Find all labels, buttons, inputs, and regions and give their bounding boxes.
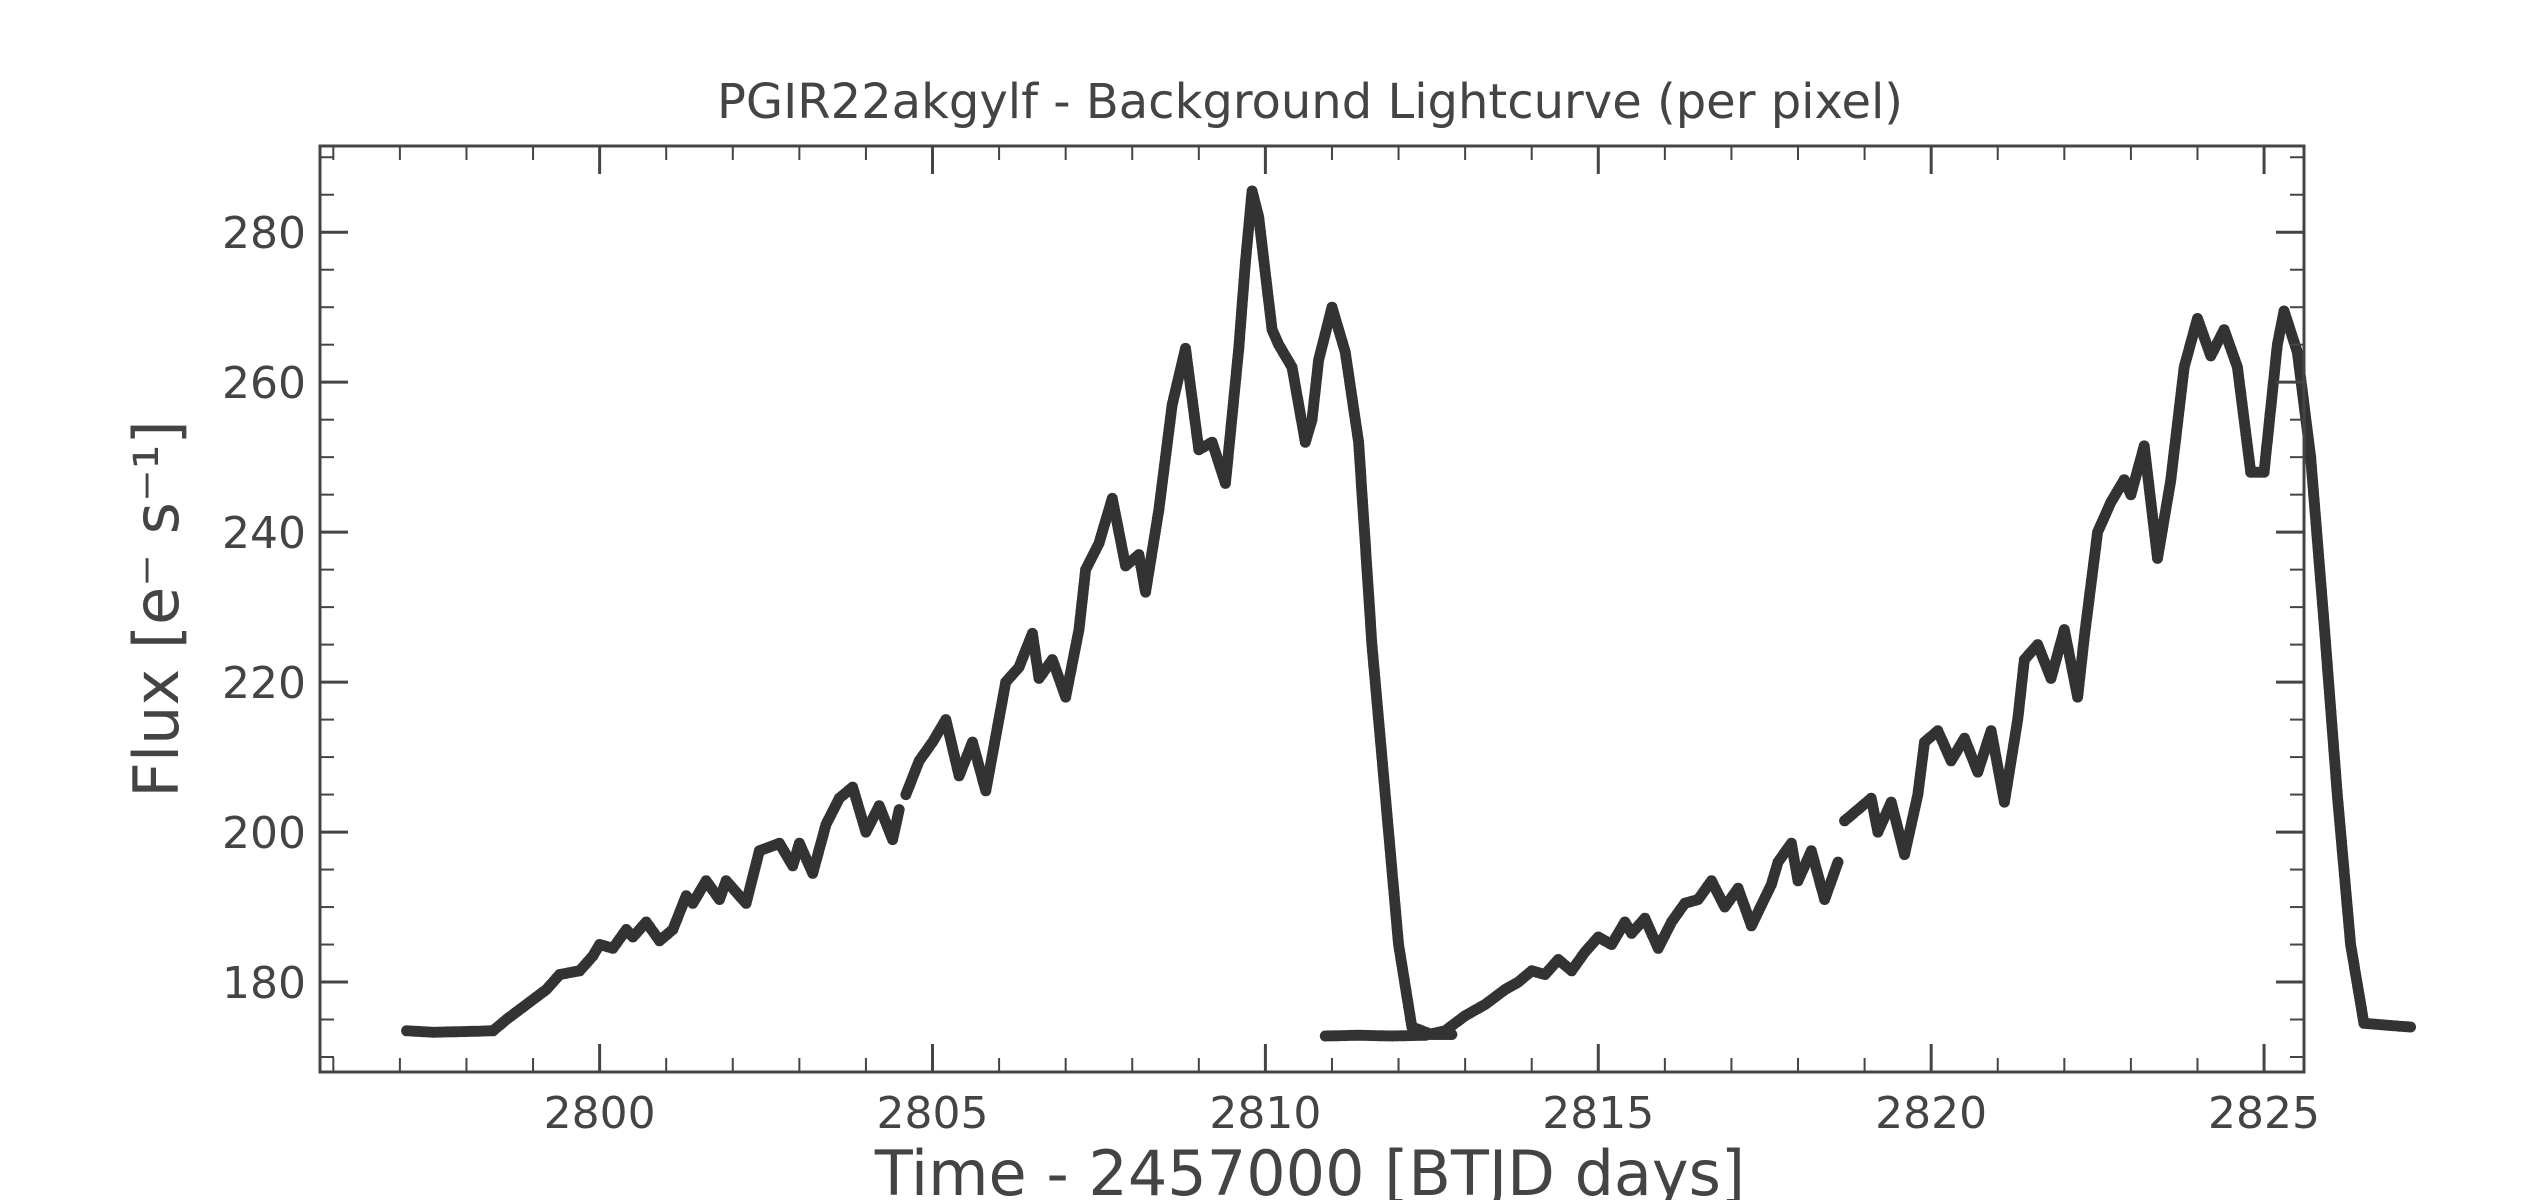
series-2-segment-2 <box>1839 305 2416 1033</box>
series-1-segment-2 <box>900 185 1458 1040</box>
data-point <box>893 804 905 816</box>
x-tick-label: 2815 <box>1542 1088 1654 1139</box>
series-2-segment-1 <box>1319 837 1844 1042</box>
axis-ticks: 2800 2805 2810 2815 2820 2825 180 200 220 240 260 2… <box>222 146 2320 1139</box>
y-axis-label: Flux [e⁻ s⁻¹] <box>120 420 193 797</box>
x-tick-label: 2825 <box>2208 1088 2320 1139</box>
chart-title: PGIR22akgylf - Background Lightcurve (pe… <box>717 74 1903 130</box>
x-axis-label: Time - 2457000 [BTJD days] <box>874 1137 1745 1200</box>
data-point <box>1832 856 1844 868</box>
series-1-segment-1 <box>401 781 905 1038</box>
plot-area <box>401 185 2416 1042</box>
y-tick-label: 280 <box>222 208 306 259</box>
x-tick-label: 2810 <box>1209 1088 1321 1139</box>
x-tick-label: 2800 <box>544 1088 656 1139</box>
plot-frame <box>318 144 2306 1074</box>
x-tick-label: 2805 <box>877 1088 989 1139</box>
y-tick-label: 260 <box>222 358 306 409</box>
y-tick-label: 240 <box>222 508 306 559</box>
y-tick-label: 200 <box>222 808 306 859</box>
y-tick-label: 180 <box>222 958 306 1009</box>
x-tick-label: 2820 <box>1875 1088 1987 1139</box>
data-point <box>2405 1021 2416 1033</box>
y-tick-label: 220 <box>222 658 306 709</box>
